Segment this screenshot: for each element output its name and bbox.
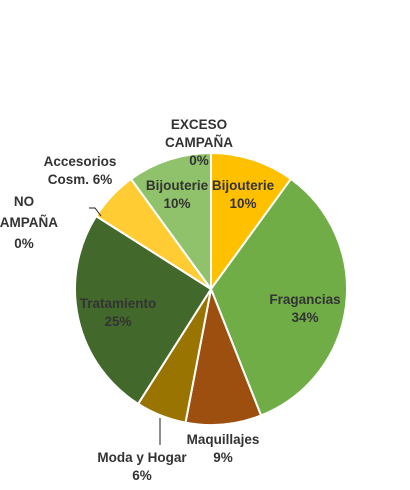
data-label: NOCAMPAÑA0%	[0, 194, 58, 251]
data-label: EXCESO CAMPAÑA 0%	[165, 117, 233, 168]
leader-lines	[89, 207, 161, 445]
data-label: Fragancias 34%	[269, 292, 340, 325]
data-label: Bijouterie 10%	[146, 178, 209, 211]
pie-slice-tratamiento	[74, 214, 213, 406]
data-labels: Bijouterie 10% Fragancias 34% Maquillajes 9%M…	[0, 117, 341, 483]
pie-slice-bijouterie	[129, 151, 212, 293]
data-label: Tratamiento 25%	[80, 296, 157, 329]
pie-slice-bijouterie	[210, 151, 293, 293]
leader-no-campana	[89, 207, 102, 217]
data-label: Maquillajes 9%	[187, 432, 260, 465]
pie-slice-fragancias	[209, 177, 348, 417]
data-label: Accesorios Cosm. 6%	[44, 154, 117, 187]
data-label: Moda y Hogar 6%	[97, 450, 187, 483]
pie-slices	[74, 151, 348, 426]
data-label: Bijouterie 10%	[212, 178, 275, 211]
